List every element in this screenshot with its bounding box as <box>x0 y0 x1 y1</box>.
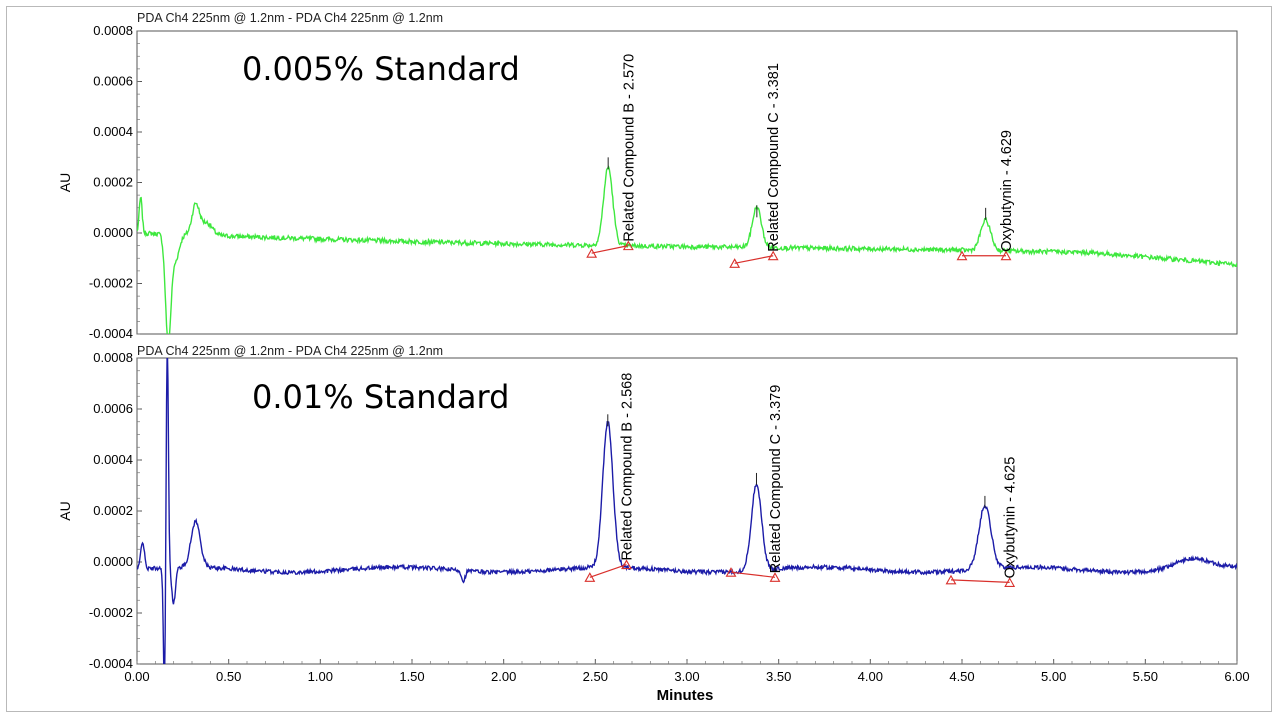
integration-marker <box>729 258 741 268</box>
y-tick-label: 0.0008 <box>93 23 133 38</box>
integration-marker <box>945 574 957 585</box>
x-tick-label: 3.00 <box>674 669 699 684</box>
x-tick-label: 5.50 <box>1133 669 1158 684</box>
x-tick-label: 4.00 <box>858 669 883 684</box>
y-axis-label: AU <box>57 173 73 192</box>
standard-title: 0.005% Standard <box>242 50 520 88</box>
x-tick-label: 4.50 <box>949 669 974 684</box>
peak-label: Related Compound C - 3.379 <box>768 385 784 574</box>
peak-label: Related Compound B - 2.570 <box>621 54 637 242</box>
integration-marker <box>767 250 779 261</box>
y-tick-label: -0.0004 <box>89 326 133 341</box>
integration-marker <box>725 567 737 577</box>
signal-trace <box>137 165 1237 334</box>
channel-header: PDA Ch4 225nm @ 1.2nm - PDA Ch4 225nm @ … <box>137 11 443 25</box>
peak-baseline <box>589 563 627 578</box>
x-tick-label: 1.00 <box>308 669 333 684</box>
x-axis-label: Minutes <box>657 687 714 704</box>
peak-label: Oxybutynin - 4.625 <box>1003 457 1019 579</box>
panel-0005-standard: PDA Ch4 225nm @ 1.2nm - PDA Ch4 225nm @ … <box>57 11 1238 341</box>
peak-label: Related Compound B - 2.568 <box>620 373 636 561</box>
peak-baseline <box>734 255 774 264</box>
chromatogram-frame <box>6 6 1272 712</box>
integration-marker <box>622 240 634 251</box>
y-tick-label: 0.0000 <box>93 554 133 569</box>
y-tick-label: 0.0004 <box>93 452 133 467</box>
peak-label: Oxybutynin - 4.629 <box>999 130 1015 252</box>
panel-001-standard: PDA Ch4 225nm @ 1.2nm - PDA Ch4 225nm @ … <box>57 344 1238 671</box>
x-tick-label: 0.00 <box>124 669 149 684</box>
x-tick-label: 2.00 <box>491 669 516 684</box>
y-tick-label: 0.0008 <box>93 350 133 365</box>
channel-header: PDA Ch4 225nm @ 1.2nm - PDA Ch4 225nm @ … <box>137 344 443 358</box>
y-tick-label: 0.0002 <box>93 175 133 190</box>
peak-label: Related Compound C - 3.381 <box>766 63 782 252</box>
x-tick-label: 3.50 <box>766 669 791 684</box>
x-tick-label: 1.50 <box>399 669 424 684</box>
x-tick-label: 0.50 <box>216 669 241 684</box>
y-tick-label: -0.0002 <box>89 605 133 620</box>
y-tick-label: 0.0000 <box>93 225 133 240</box>
x-tick-label: 2.50 <box>583 669 608 684</box>
x-axis: 0.00 0.50 1.00 1.50 2.00 2.50 3.00 3.50 4.00 4.50… <box>124 659 1250 704</box>
y-axis-label: AU <box>57 501 73 520</box>
y-tick-label: -0.0004 <box>89 656 133 671</box>
peak-baseline <box>591 245 629 254</box>
peak-baseline <box>950 579 1010 583</box>
integration-marker <box>769 572 781 582</box>
y-tick-label: -0.0002 <box>89 276 133 291</box>
y-tick-label: 0.0004 <box>93 124 133 139</box>
y-tick-label: 0.0006 <box>93 74 133 89</box>
integration-marker <box>584 572 596 582</box>
integration-marker <box>1004 577 1016 587</box>
y-tick-label: 0.0006 <box>93 401 133 416</box>
y-tick-label: 0.0002 <box>93 503 133 518</box>
integration-marker <box>956 250 968 261</box>
x-tick-label: 5.00 <box>1041 669 1066 684</box>
integration-marker <box>586 248 598 258</box>
x-tick-label: 6.00 <box>1224 669 1249 684</box>
peak-baseline <box>730 571 776 578</box>
signal-trace <box>137 358 1237 664</box>
standard-title: 0.01% Standard <box>252 378 509 416</box>
integration-marker <box>1000 250 1012 261</box>
integration-marker <box>621 559 632 570</box>
